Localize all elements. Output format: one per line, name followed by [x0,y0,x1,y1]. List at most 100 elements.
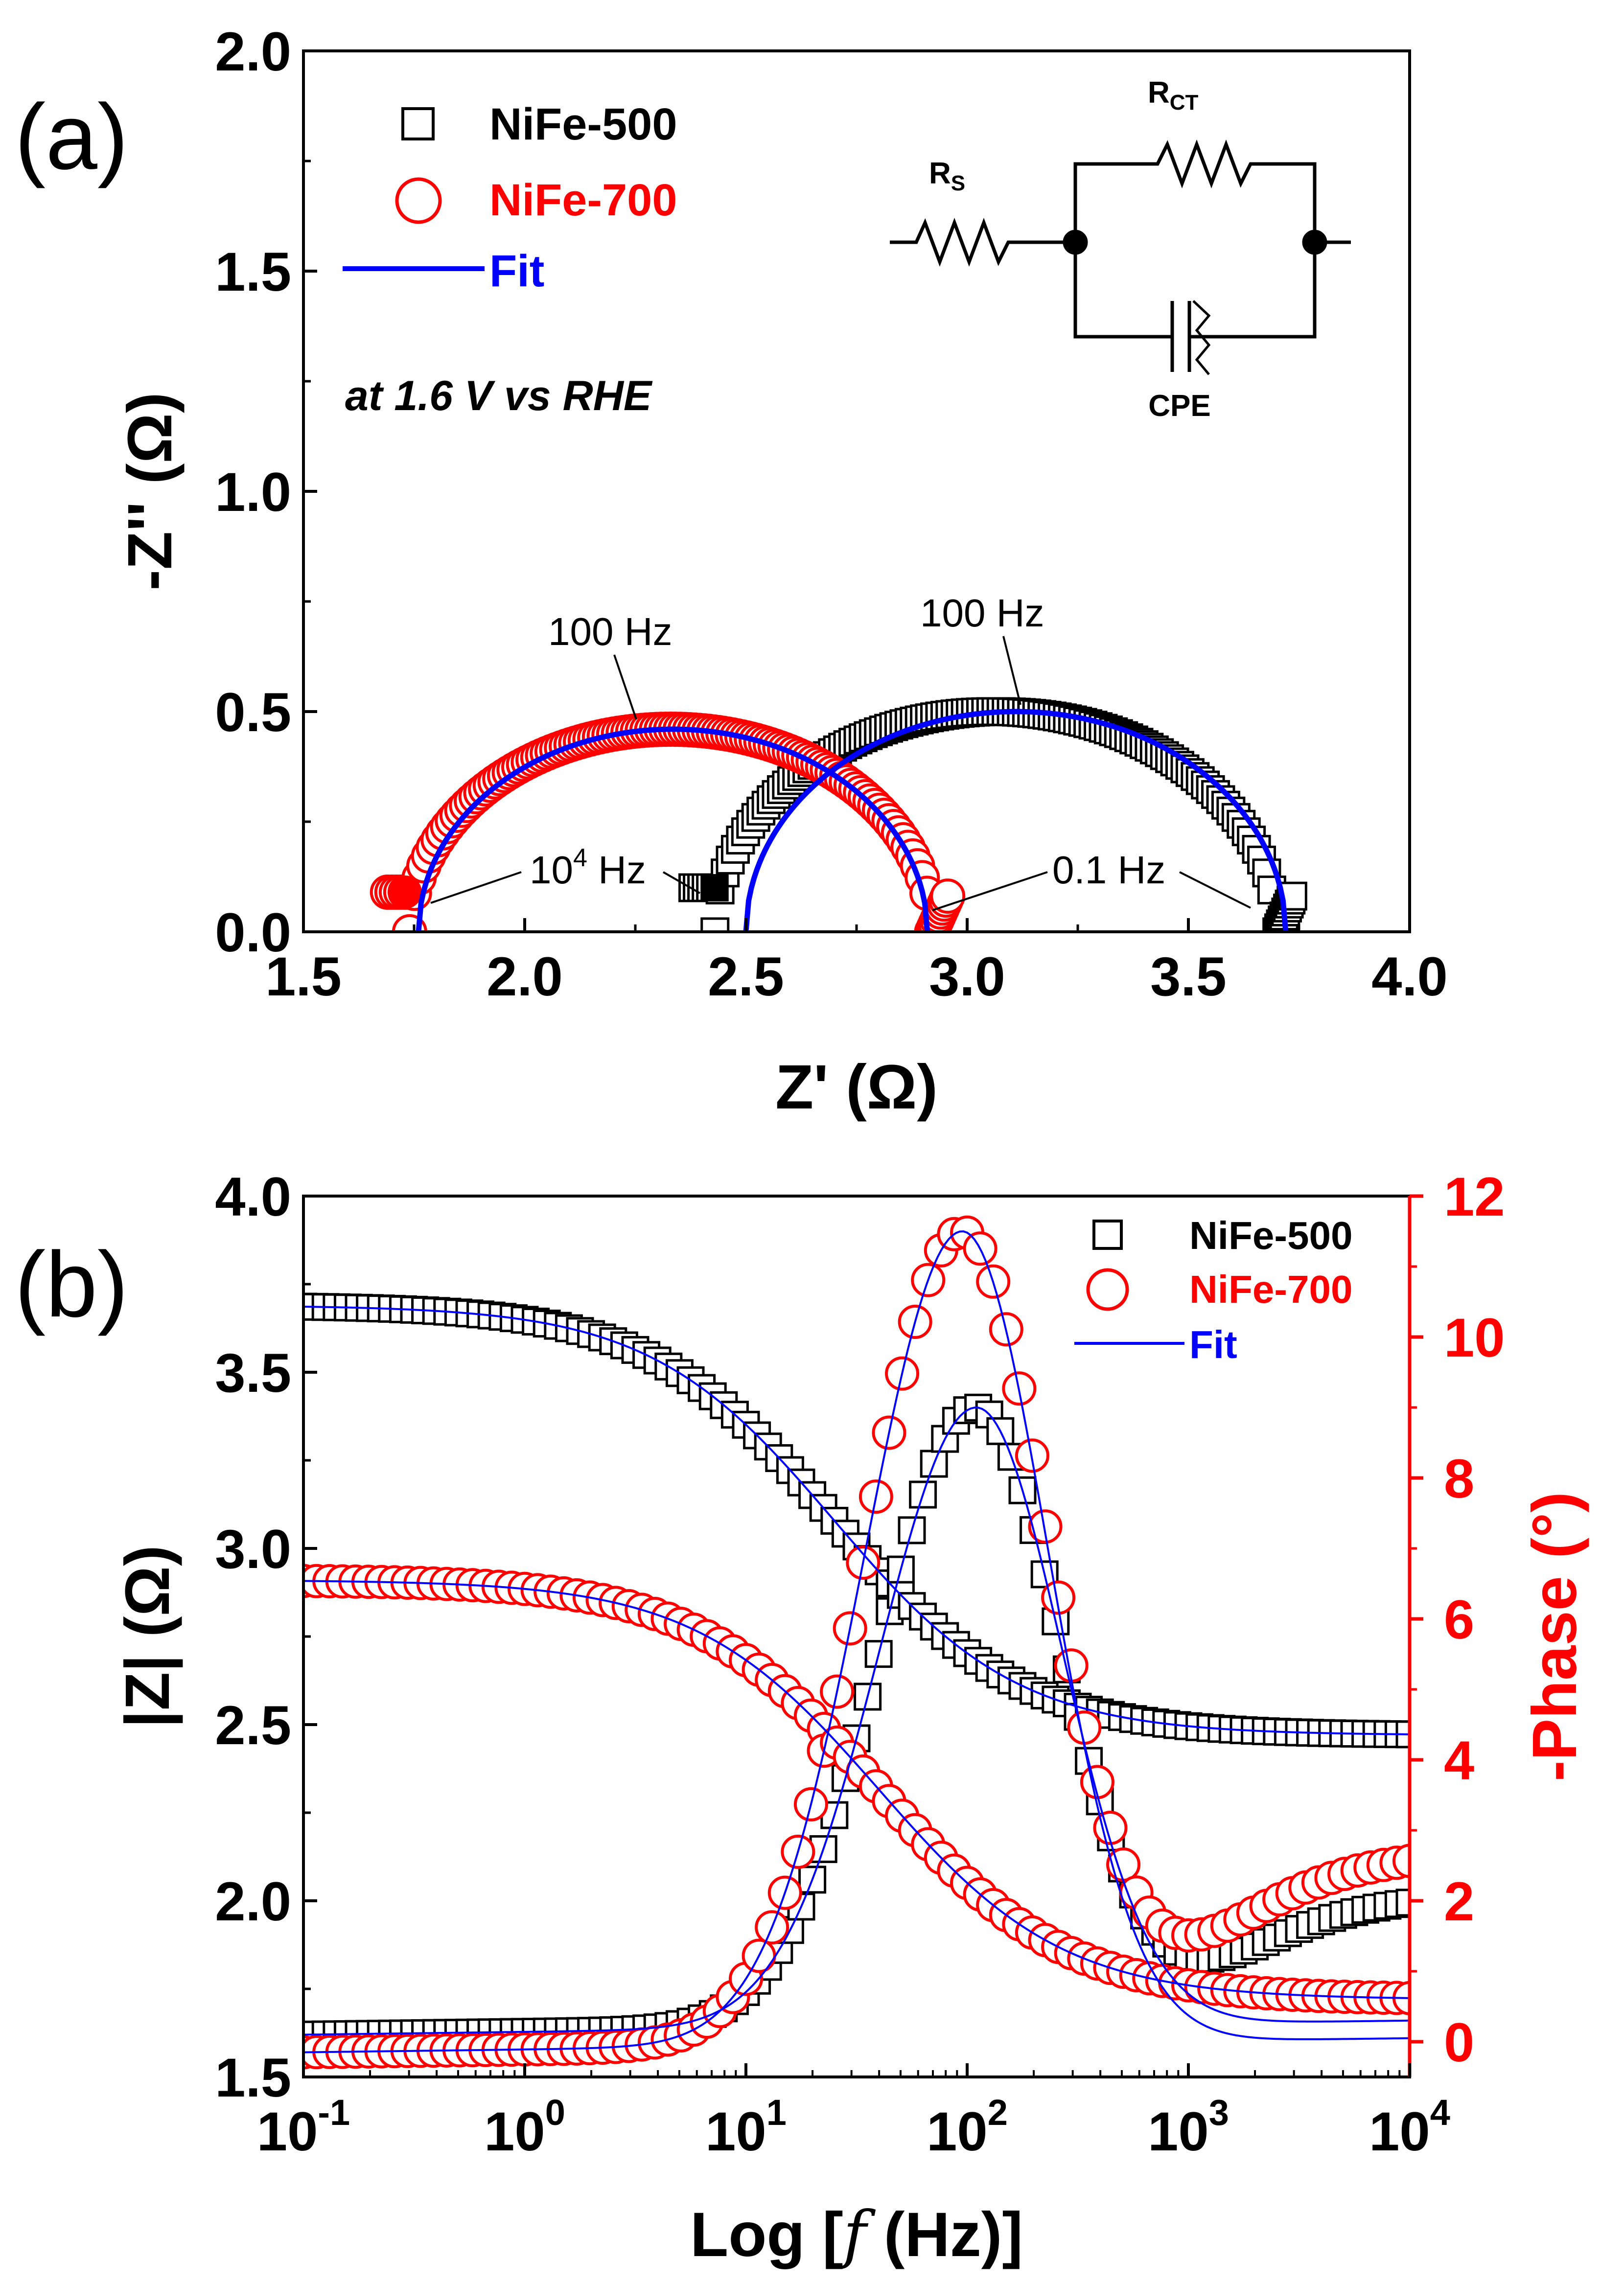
x-tick-label: 1.5 [265,946,342,1007]
cpe-arrow [1192,300,1211,375]
bode-phase-point-nife700 [1392,1844,1410,1878]
circuit-node-right [1302,230,1327,255]
y-tick-label: 4.0 [215,1166,291,1227]
legend-label-nife700: NiFe-700 [489,175,677,225]
bode-mag-fit-nife500 [303,1305,1410,1735]
rct-resistor [1073,139,1317,242]
x-tick-base: 10 [257,2101,318,2162]
y-axis-title-a: -Z'' (Ω) [115,392,185,590]
panel-a-label: (a) [15,85,128,189]
legend-label-fit: Fit [489,246,544,296]
y-tick-label: 2.5 [215,1695,291,1756]
annotation-10e4-base: 10 [530,848,573,892]
x-tick-label: 103 [1148,2092,1229,2162]
nyquist-point-nife500-filled [701,874,729,901]
x-tick-base: 10 [484,2101,545,2162]
measurement-condition: at 1.6 V vs RHE [345,372,653,419]
x-axis-title-a: Z' (Ω) [775,1052,938,1122]
bode-mag-fit-nife700 [303,1580,1410,1999]
bode-phase-point-nife700 [1041,1580,1076,1615]
legend-label-nife500: NiFe-500 [1189,1214,1352,1257]
y-right-tick-label: 2 [1444,1871,1474,1932]
y-tick-label: 3.5 [215,1342,291,1404]
y-tick-label: 2.0 [215,21,291,82]
bode-phase-fit-nife700 [303,1230,1410,2053]
rct-label-sub: CT [1170,91,1199,115]
annotation-100hz-nife500: 100 Hz [920,591,1044,635]
x-tick-base: 10 [705,2101,766,2162]
y-tick-label: 2.0 [215,1871,291,1932]
nyquist-fit-line [416,726,930,932]
bode-phase-fit-nife500 [303,1407,1410,2036]
x-tick-base: 10 [1369,2101,1430,2162]
nyquist-fit-line [743,709,1289,932]
frequency-annotations-a: 100 Hz 100 Hz 104 Hz 0.1 Hz [430,591,1251,911]
annotation-100hz-nife700: 100 Hz [548,610,672,653]
legend-circle-marker [395,177,442,224]
legend-b: NiFe-500 NiFe-700 Fit [1074,1214,1352,1366]
annotation-10e4-unit: Hz [587,848,646,892]
annotation-line [1179,871,1251,909]
nyquist-plot-area [370,697,1307,932]
cpe-wire-right [1189,242,1317,339]
bode-phase-point-nife500 [1008,1476,1037,1504]
equivalent-circuit [890,139,1351,375]
x-axis-title-b: Log [f (Hz)] [690,2198,1023,2271]
y-right-tick-label: 12 [1444,1166,1505,1227]
annotation-0.1hz: 0.1 Hz [1052,848,1165,892]
bode-phase-point-nife500 [1395,1889,1410,1917]
x-tick-label: 100 [484,2092,565,2162]
x-tick-label: 2.5 [708,946,784,1007]
legend-circle-marker [1086,1268,1129,1311]
bode-phase-point-nife700 [1028,1509,1063,1544]
legend-label-nife700: NiFe-700 [1189,1268,1352,1311]
x-tick-label: 3.5 [1150,946,1227,1007]
annotation-line [1002,636,1021,705]
annotation-line [613,654,637,720]
x-tick-label: 101 [705,2092,787,2162]
rs-label: RS [929,157,965,195]
nyquist-point-nife500 [700,917,730,932]
x-tick-base: 10 [1148,2101,1209,2162]
x-tick-label: 4.0 [1371,946,1448,1007]
cpe-label: CPE [1148,389,1210,423]
y-right-tick-label: 4 [1444,1730,1474,1791]
legend-a: NiFe-500 NiFe-700 Fit [343,99,677,296]
circuit-node-left [1063,230,1088,255]
y-right-tick-label: 0 [1444,2012,1474,2073]
x-tick-label: 3.0 [929,946,1005,1007]
bode-plot-area [303,1215,1410,2070]
legend-label-nife500: NiFe-500 [489,99,677,149]
panel-a: (a) 1.5 2.0 2.5 3.0 3.5 4.0 0.0 0.5 1.0 1.5 2.0 Z'… [15,21,1448,1122]
x-tick-label: 102 [927,2092,1008,2162]
x-tick-label: 2.0 [487,946,563,1007]
rct-label-main: R [1148,76,1170,110]
annotation-line [430,871,522,904]
legend-square-marker [1092,1220,1123,1250]
x-tick-exp: -1 [318,2092,350,2133]
y-tick-label: 0.0 [215,902,291,963]
rs-label-sub: S [951,171,965,195]
rct-label: RCT [1148,76,1199,115]
panel-b-label: (b) [15,1233,128,1337]
x-tick-exp: 2 [988,2092,1008,2133]
panel-b: (b) 10-1 100 101 102 103 1041.52.02.53.03.54.… [15,1166,1590,2271]
y-right-tick-label: 8 [1444,1448,1474,1509]
y-axis-title-b-right: -Phase (°) [1520,1492,1590,1781]
y-tick-label: 1.0 [215,461,291,523]
bode-phase-point-nife700 [1067,1710,1102,1745]
nyquist-point-nife700-filled [388,876,422,909]
annotation-line [663,871,700,894]
y-tick-label: 3.0 [215,1519,291,1580]
x-axis-title-part: Log [ [690,2200,843,2270]
legend-label-fit: Fit [1189,1323,1237,1366]
x-tick-exp: 1 [766,2092,787,2133]
nyquist-point-nife700 [930,878,966,914]
axis-ticks-a: 1.5 2.0 2.5 3.0 3.5 4.0 0.0 0.5 1.0 1.5 2.0 [215,21,1448,1007]
y-tick-label: 0.5 [215,682,291,743]
y-tick-label: 1.5 [215,241,291,302]
x-tick-label: 104 [1369,2092,1450,2162]
x-tick-label: 10-1 [257,2092,350,2162]
x-tick-exp: 0 [545,2092,565,2133]
